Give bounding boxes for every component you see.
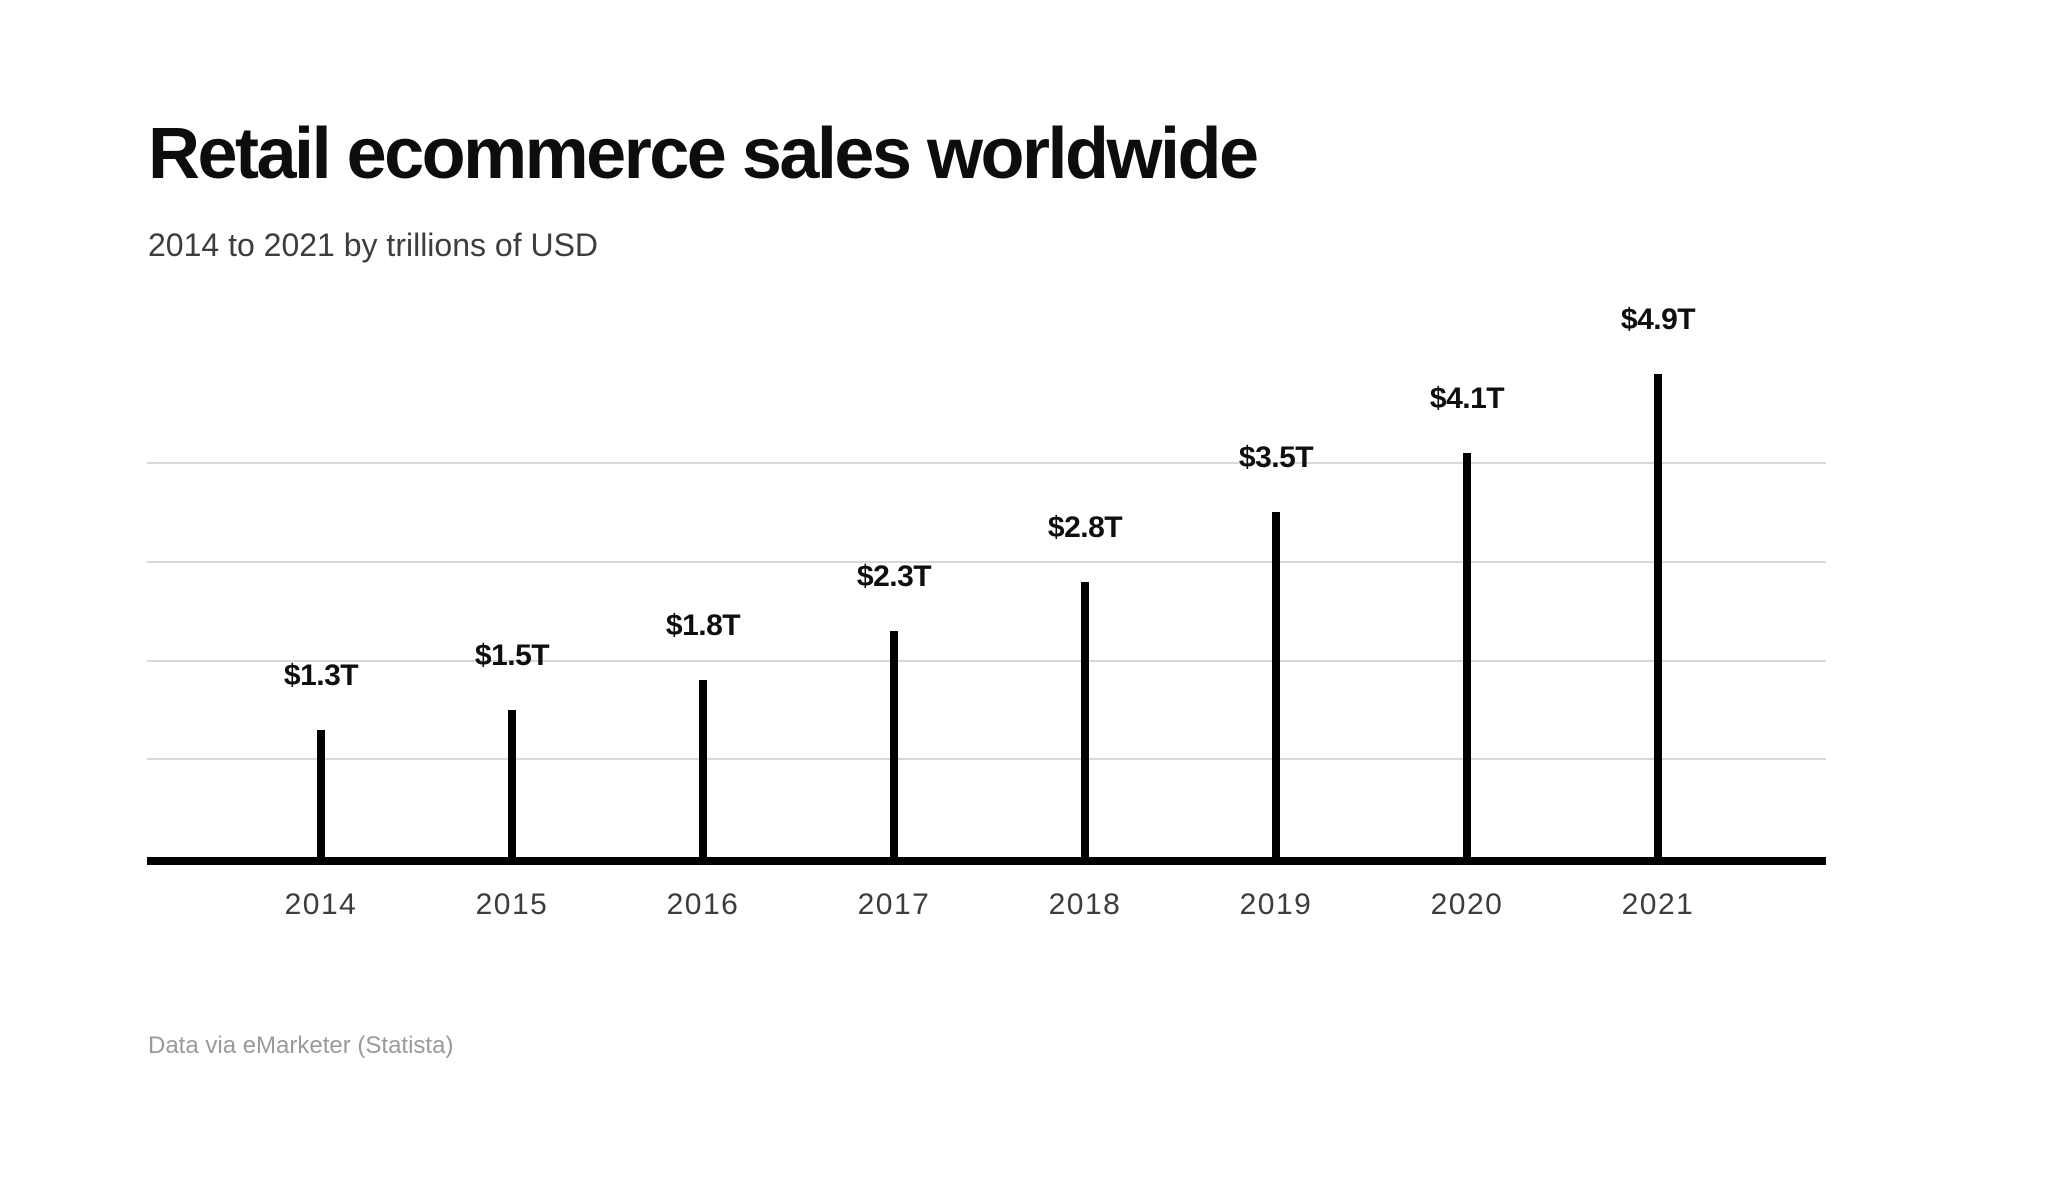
y-gridline <box>147 758 1826 761</box>
x-axis-tick-label: 2021 <box>1621 888 1695 921</box>
x-axis-tick-label: 2014 <box>284 888 358 921</box>
bar-value-label: $3.5T <box>1238 441 1314 475</box>
bar-2018 <box>1081 581 1089 862</box>
y-gridline <box>147 560 1826 563</box>
data-source: Data via eMarketer (Statista) <box>148 1032 454 1059</box>
x-axis-tick-label: 2018 <box>1048 888 1122 921</box>
bar-value-label: $2.3T <box>856 559 932 593</box>
bar-value-label: $4.9T <box>1620 303 1696 337</box>
bar-2019 <box>1272 512 1280 862</box>
bar-2016 <box>699 680 707 862</box>
bar-2021 <box>1654 374 1662 862</box>
y-gridline <box>147 659 1826 662</box>
chart-title: Retail ecommerce sales worldwide <box>148 114 1259 194</box>
bar-value-label: $1.5T <box>474 638 550 672</box>
x-axis-tick-label: 2019 <box>1239 888 1313 921</box>
bar-2020 <box>1463 453 1471 862</box>
bar-value-label: $1.3T <box>283 658 359 692</box>
bar-value-label: $1.8T <box>665 609 741 643</box>
x-axis-line <box>147 857 1826 865</box>
chart-subtitle: 2014 to 2021 by trillions of USD <box>148 227 599 263</box>
plot-area: $1.3T 2014 $1.5T 2015 $1.8T 2016 $2.3T 2017 $2.8… <box>147 0 1826 1188</box>
bar-2015 <box>508 709 516 862</box>
y-gridline <box>147 462 1826 464</box>
bar-value-label: $2.8T <box>1047 510 1123 544</box>
bar-2017 <box>890 630 898 862</box>
x-axis-tick-label: 2015 <box>475 888 549 921</box>
x-axis-tick-label: 2017 <box>857 888 931 921</box>
bar-2014 <box>317 729 325 862</box>
x-axis-tick-label: 2016 <box>666 888 740 921</box>
x-axis-tick-label: 2020 <box>1430 888 1504 921</box>
bar-value-label: $4.1T <box>1429 382 1505 416</box>
